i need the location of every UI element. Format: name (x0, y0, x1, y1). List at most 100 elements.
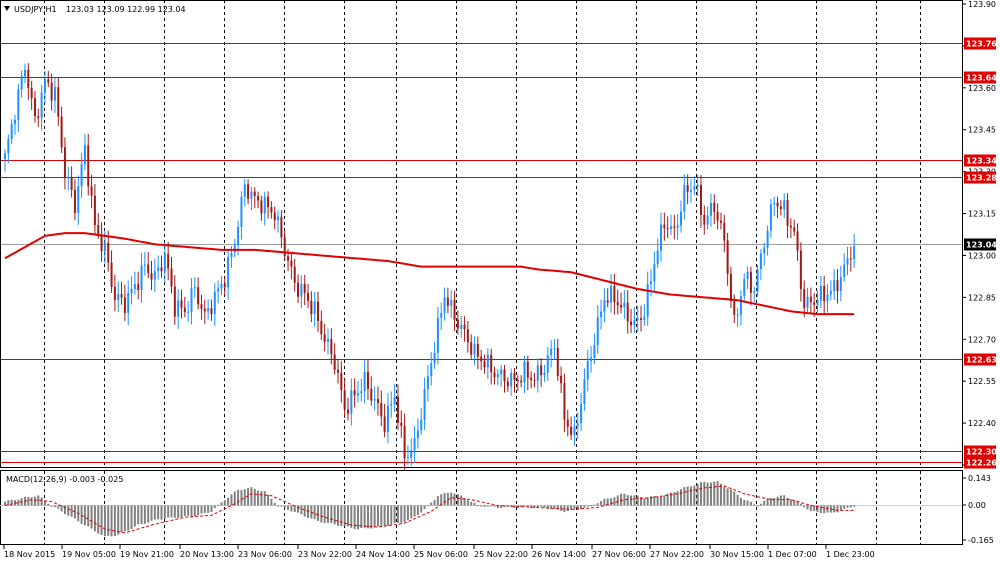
macd-bar (70, 505, 73, 517)
macd-bar (673, 492, 676, 506)
symbol-label: USDJPY,H1 (14, 5, 57, 14)
macd-bar (600, 500, 603, 506)
macd-bar (210, 505, 213, 513)
macd-bar (596, 503, 599, 506)
macd-bar (27, 496, 30, 506)
macd-bar (230, 494, 233, 506)
macd-bar (813, 505, 816, 511)
macd-bar (413, 505, 416, 517)
macd-bar (456, 494, 459, 506)
macd-bar (333, 505, 336, 525)
candle-body (503, 369, 506, 382)
candle-body (233, 245, 236, 253)
macd-bar (630, 495, 633, 506)
candle-body (839, 277, 842, 292)
macd-bar (603, 498, 606, 506)
level-label: 122.26 (966, 459, 997, 468)
candle-body (170, 268, 173, 287)
candle-body (366, 371, 369, 389)
macd-bar (160, 505, 163, 520)
macd-bar (433, 499, 436, 506)
candle-body (317, 301, 320, 321)
candle-body (463, 324, 466, 330)
macd-bar (670, 492, 672, 506)
macd-bar (7, 500, 10, 506)
candle-body (756, 269, 759, 292)
menu-triangle-icon[interactable] (4, 6, 10, 11)
candle-body (237, 226, 240, 246)
candle-body (180, 300, 183, 308)
macd-bar (117, 505, 120, 535)
macd-bar (187, 505, 190, 516)
candle-body (596, 317, 599, 346)
macd-bar (93, 505, 96, 532)
candle-body (147, 264, 150, 274)
candle-body (343, 390, 346, 410)
macd-bar (430, 502, 433, 506)
level-tag (964, 71, 996, 84)
macd-bar (440, 494, 443, 506)
macd-bar (237, 489, 240, 506)
candle-body (290, 260, 293, 267)
candle-body (683, 185, 686, 212)
candle-body (586, 360, 589, 380)
candle-body (43, 79, 46, 93)
candle-body (240, 196, 243, 227)
y-tick-label: 122.40 (968, 419, 996, 428)
candle-body (247, 184, 250, 199)
candle-body (520, 380, 523, 383)
candle-body (426, 376, 429, 390)
candle-body (310, 300, 313, 315)
candle-body (260, 200, 263, 214)
macd-bar (383, 505, 386, 527)
candle-body (213, 291, 216, 314)
macd-bar (363, 505, 366, 528)
macd-bar (376, 505, 379, 527)
quote-label: 123.03 123.09 122.99 123.04 (66, 5, 186, 14)
candle-body (190, 288, 193, 312)
macd-bar (696, 483, 699, 506)
macd-bar (410, 505, 413, 519)
macd-bar (53, 505, 56, 507)
candle-body (303, 283, 306, 293)
candle-body (660, 224, 663, 251)
candle-body (133, 284, 136, 289)
macd-bar (776, 496, 779, 506)
macd-bar (190, 505, 193, 517)
candle-body (83, 145, 86, 165)
candle-body (130, 288, 133, 294)
macd-bar (320, 505, 323, 523)
candle-body (699, 184, 702, 216)
macd-bar (200, 505, 203, 514)
candle-body (207, 308, 210, 312)
macd-bar (783, 495, 786, 506)
macd-bar (513, 505, 516, 509)
candle-body (486, 354, 489, 368)
y-tick-label: 123.60 (968, 84, 996, 93)
candle-body (706, 215, 709, 225)
candle-body (87, 145, 90, 187)
candle-body (13, 119, 16, 125)
macd-bar (220, 502, 223, 506)
level-label: 123.64 (966, 74, 997, 83)
macd-bar (573, 505, 576, 510)
candle-body (793, 227, 796, 232)
macd-bar (317, 505, 320, 521)
macd-bar (643, 498, 646, 506)
candle-body (80, 164, 83, 187)
level-label: 123.28 (966, 174, 997, 183)
candle-body (163, 253, 166, 272)
candle-body (739, 296, 742, 315)
candle-body (363, 371, 366, 392)
candle-body (360, 391, 363, 394)
candle-body (523, 361, 526, 383)
y-tick-label: 122.70 (968, 335, 996, 344)
macd-bar (676, 491, 679, 506)
macd-bar (636, 495, 639, 506)
macd-bar (130, 505, 133, 529)
macd-bar (759, 503, 762, 506)
candle-body (786, 200, 789, 226)
candle-body (423, 389, 426, 420)
candle-body (90, 186, 93, 196)
candle-body (70, 176, 73, 190)
